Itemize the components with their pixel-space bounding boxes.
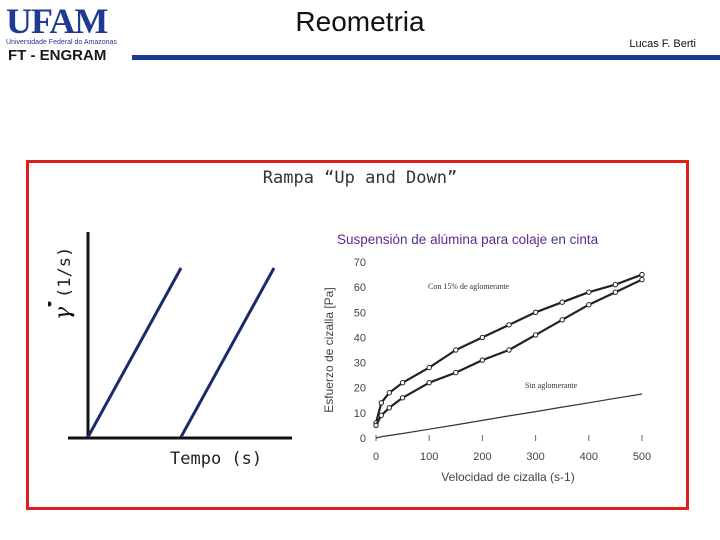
ramp-down-line [179, 267, 276, 438]
x-tick-label: 0 [373, 451, 379, 463]
data-point [639, 276, 645, 283]
data-point [586, 289, 592, 295]
y-tick-label: 10 [354, 408, 366, 420]
data-point [532, 309, 539, 315]
ramp-y-unit: (1/s) [55, 247, 75, 298]
slide-title: Reometria [295, 6, 425, 37]
y-tick-label: 50 [354, 307, 366, 319]
department-label: FT - ENGRAM [8, 47, 107, 64]
x-tick-label: 100 [420, 451, 438, 463]
annotation-sin: Sin aglomerante [525, 381, 578, 390]
data-point [453, 347, 459, 353]
data-point [506, 347, 512, 353]
data-point [386, 405, 392, 411]
data-point [373, 422, 379, 429]
data-point [378, 412, 385, 419]
y-tick-label: 0 [360, 433, 366, 445]
x-tick-label: 500 [633, 451, 651, 463]
annotation-con: Con 15% de aglomerante [428, 282, 510, 291]
data-point [559, 299, 565, 305]
chart-x-label: Velocidad de cizalla (s-1) [441, 470, 574, 484]
data-point [559, 317, 565, 323]
data-point [479, 357, 486, 363]
section-title: Rampa “Up and Down” [262, 168, 458, 188]
x-tick-label: 300 [526, 451, 544, 463]
y-tick-label: 60 [354, 282, 366, 294]
header-divider [132, 55, 720, 60]
data-point [639, 271, 645, 278]
data-point [453, 369, 459, 376]
data-point [479, 334, 486, 341]
data-point [532, 332, 539, 338]
series-line [375, 393, 643, 439]
data-point [586, 302, 592, 308]
x-tick-label: 200 [473, 451, 491, 463]
data-point [399, 395, 406, 401]
y-tick-label: 20 [354, 383, 366, 395]
ufam-logo: UFAM Universidade Federal do Amazonas [6, 1, 130, 46]
ramp-x-axis-label: Tempo (s) [170, 449, 263, 469]
logo-subtitle: Universidade Federal do Amazonas [6, 39, 117, 46]
chart-y-label: Esfuerzo de cizalla [Pa] [322, 287, 336, 412]
chart-title: Suspensión de alúmina para colaje en cin… [337, 232, 599, 247]
ramp-up-line [86, 267, 183, 438]
data-point [612, 289, 619, 295]
data-point [378, 400, 385, 406]
logo-text: UFAM [6, 1, 108, 41]
data-point [612, 281, 619, 288]
y-tick-label: 40 [354, 332, 366, 344]
y-tick-label: 30 [354, 358, 366, 370]
author-name: Lucas F. Berti [629, 38, 696, 50]
ramp-y-axis-label: γ (1/s) [48, 247, 76, 320]
data-point [426, 364, 432, 371]
data-point [426, 379, 432, 386]
data-point [506, 322, 512, 328]
data-point [386, 390, 392, 396]
x-tick-label: 400 [580, 451, 598, 463]
y-tick-label: 70 [354, 257, 366, 269]
gamma-dot-symbol: γ [51, 306, 76, 320]
data-point [399, 379, 406, 386]
gamma-dot [48, 301, 52, 307]
content-frame [26, 160, 689, 510]
